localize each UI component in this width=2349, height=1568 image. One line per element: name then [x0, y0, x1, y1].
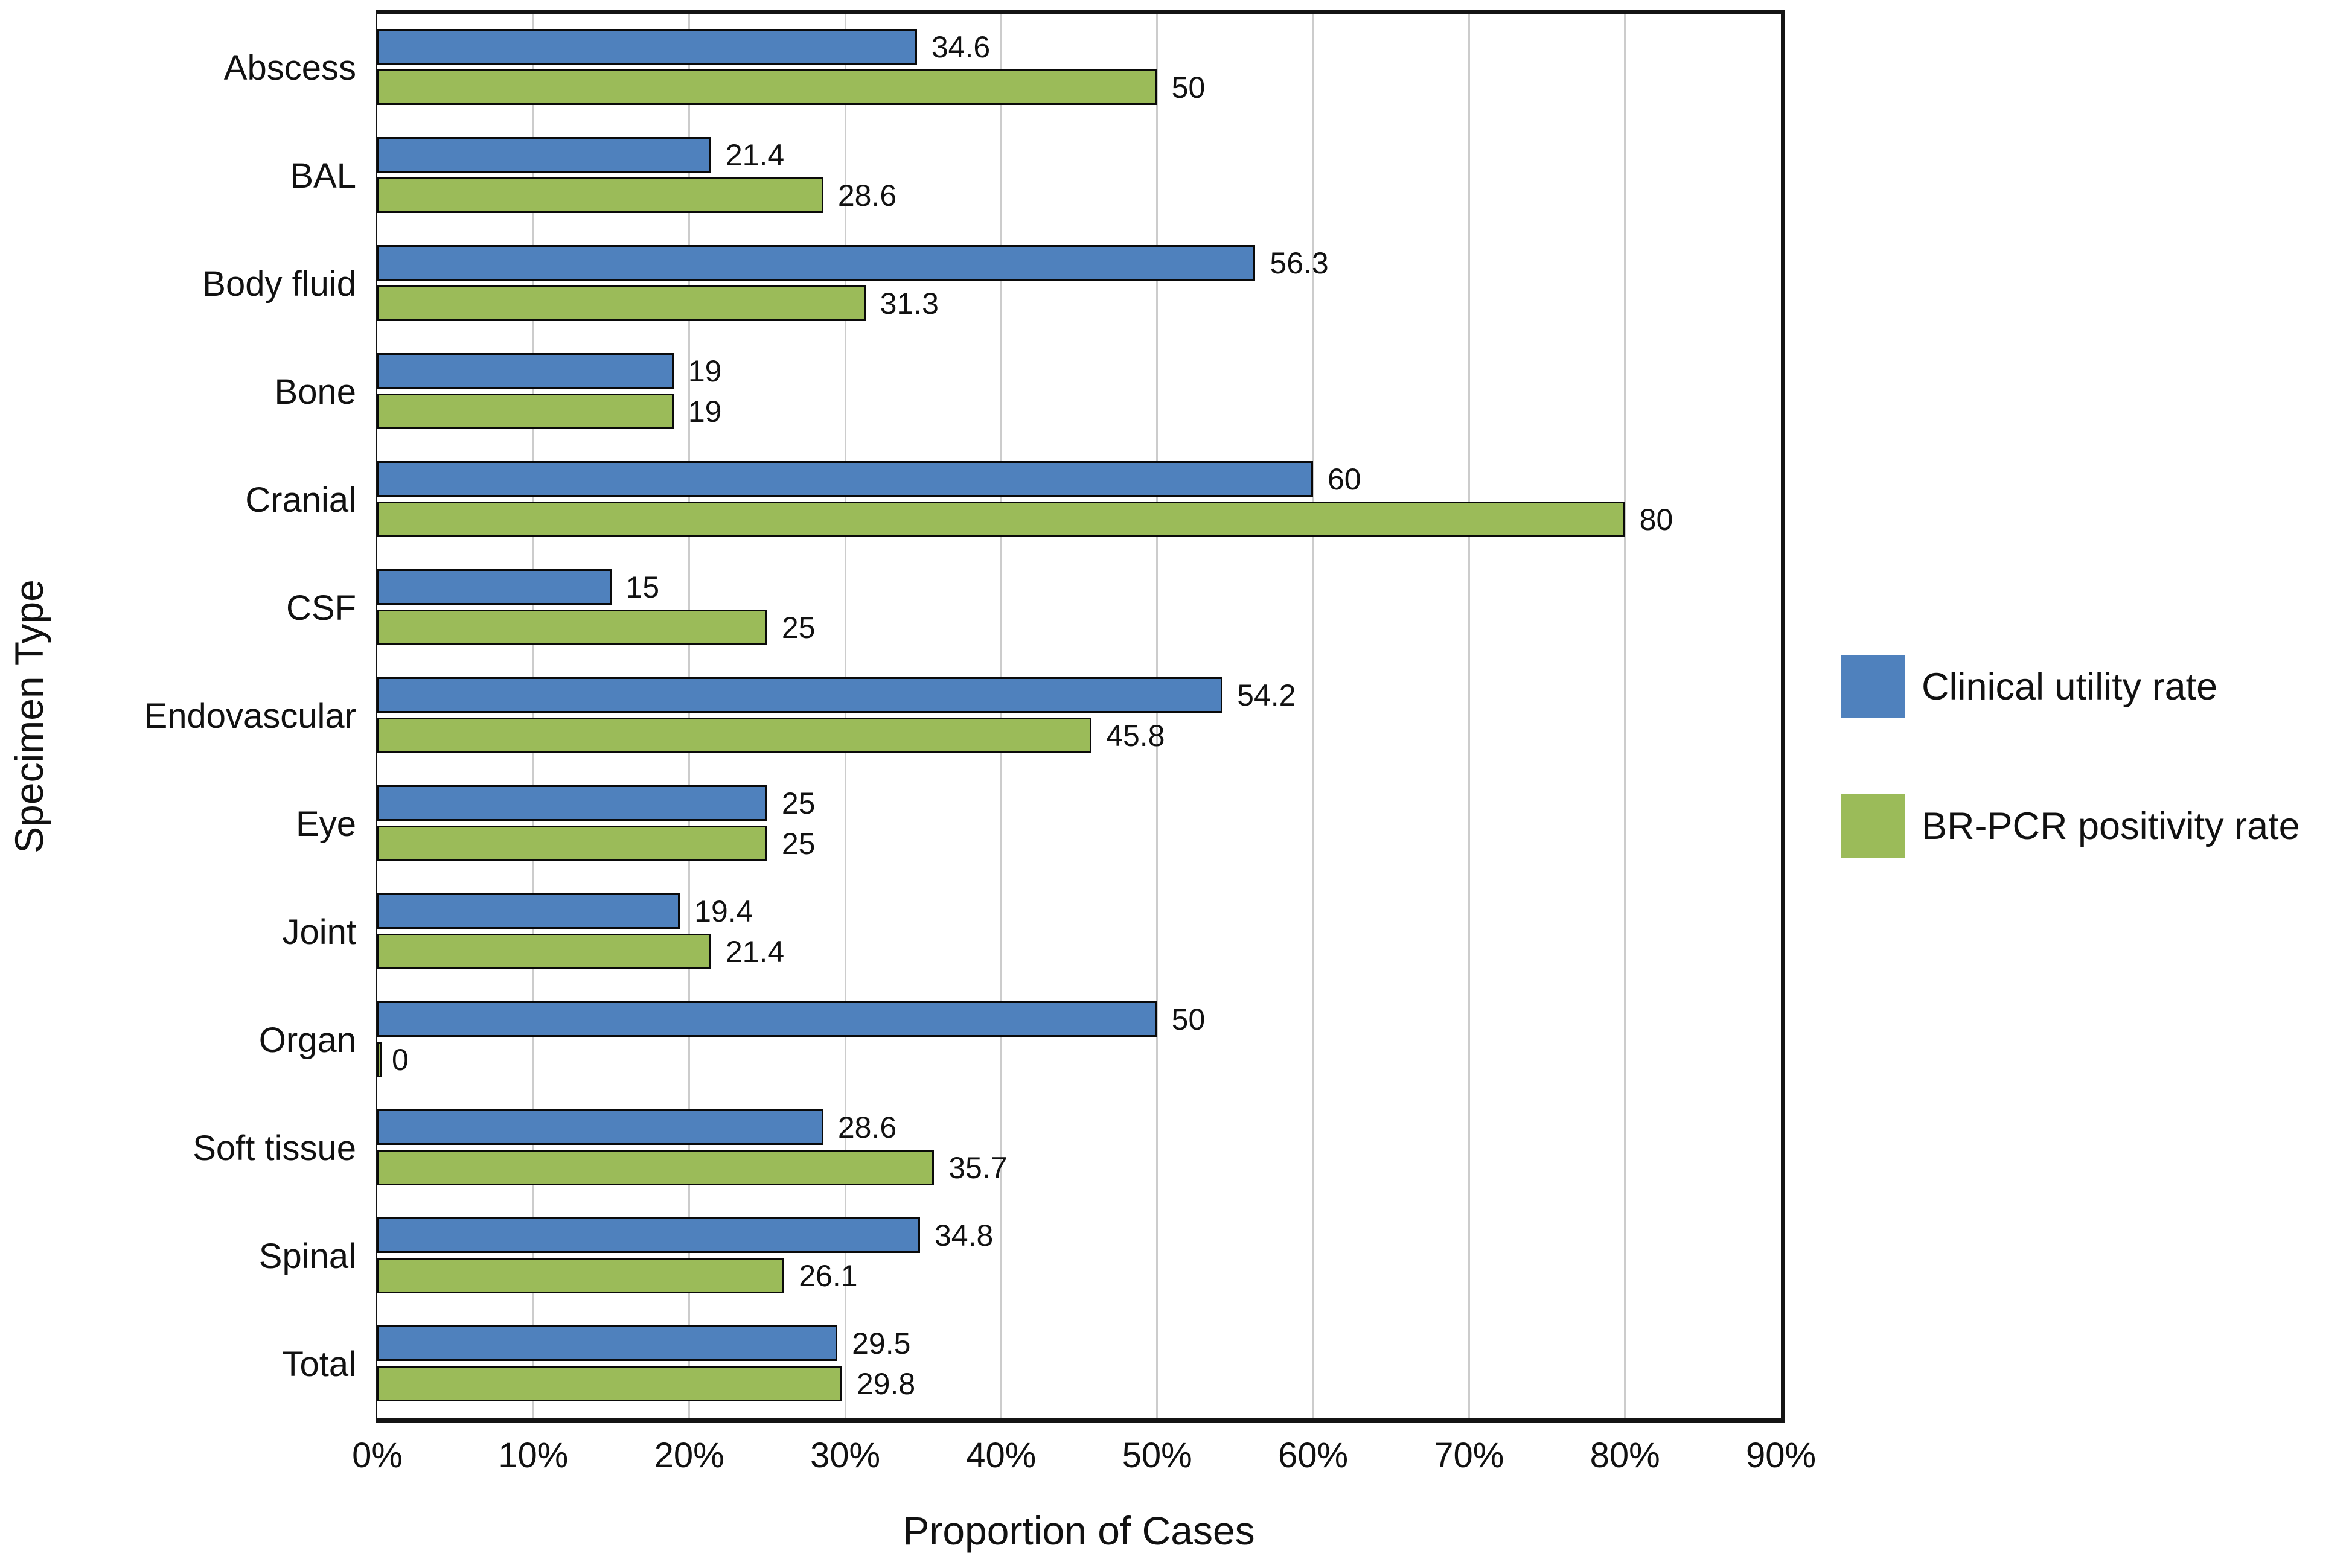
- bar-clinical-utility-rate-organ: [377, 1001, 1157, 1037]
- bar-br-pcr-positivity-rate-abscess: [377, 69, 1157, 105]
- bar-br-pcr-positivity-rate-total: [377, 1366, 842, 1401]
- bar-clinical-utility-rate-csf: [377, 569, 612, 605]
- bar-value-label-clinical-utility-rate-organ: 50: [1171, 1002, 1206, 1036]
- category-label-soft-tissue: Soft tissue: [193, 1129, 356, 1168]
- category-label-joint: Joint: [282, 913, 356, 952]
- bar-br-pcr-positivity-rate-cranial: [377, 502, 1625, 537]
- bar-value-label-br-pcr-positivity-rate-organ: 0: [392, 1042, 409, 1077]
- bar-value-label-br-pcr-positivity-rate-bal: 28.6: [837, 178, 897, 212]
- bar-br-pcr-positivity-rate-body-fluid: [377, 285, 866, 321]
- gridline-40%: [1000, 14, 1002, 1418]
- bar-clinical-utility-rate-soft-tissue: [377, 1109, 823, 1145]
- bar-br-pcr-positivity-rate-eye: [377, 826, 767, 861]
- bar-value-label-clinical-utility-rate-cranial: 60: [1328, 462, 1361, 496]
- x-tick-label-90%: 90%: [1745, 1436, 1817, 1475]
- bar-value-label-br-pcr-positivity-rate-body-fluid: 31.3: [880, 286, 939, 320]
- bar-br-pcr-positivity-rate-bone: [377, 394, 674, 429]
- category-label-cranial: Cranial: [245, 480, 356, 520]
- gridline-20%: [688, 14, 691, 1418]
- bar-br-pcr-positivity-rate-spinal: [377, 1258, 784, 1293]
- bar-value-label-clinical-utility-rate-soft-tissue: 28.6: [837, 1110, 897, 1144]
- bar-clinical-utility-rate-cranial: [377, 461, 1313, 497]
- bar-value-label-br-pcr-positivity-rate-eye: 25: [781, 826, 816, 861]
- legend-label-br-pcr-positivity-rate: BR-PCR positivity rate: [1922, 805, 2300, 847]
- bar-br-pcr-positivity-rate-csf: [377, 610, 767, 645]
- legend-swatch-clinical-utility-rate: [1841, 655, 1905, 718]
- x-tick-label-30%: 30%: [810, 1436, 881, 1475]
- bar-clinical-utility-rate-bone: [377, 353, 674, 389]
- bar-value-label-clinical-utility-rate-body-fluid: 56.3: [1270, 246, 1329, 280]
- bar-value-label-br-pcr-positivity-rate-csf: 25: [781, 610, 816, 645]
- bar-clinical-utility-rate-spinal: [377, 1217, 920, 1253]
- bar-value-label-br-pcr-positivity-rate-joint: 21.4: [725, 934, 785, 969]
- bar-clinical-utility-rate-bal: [377, 137, 711, 173]
- category-label-endovascular: Endovascular: [144, 696, 356, 736]
- bar-value-label-br-pcr-positivity-rate-cranial: 80: [1639, 502, 1673, 537]
- category-label-body-fluid: Body fluid: [202, 264, 356, 304]
- bar-value-label-clinical-utility-rate-abscess: 34.6: [931, 30, 991, 64]
- category-label-eye: Eye: [296, 805, 356, 844]
- gridline-10%: [532, 14, 534, 1418]
- category-label-bone: Bone: [274, 372, 356, 412]
- legend-label-clinical-utility-rate: Clinical utility rate: [1922, 665, 2218, 708]
- legend-swatch-br-pcr-positivity-rate: [1841, 794, 1905, 858]
- bar-br-pcr-positivity-rate-bal: [377, 177, 823, 213]
- gridline-70%: [1468, 14, 1470, 1418]
- gridline-80%: [1624, 14, 1626, 1418]
- legend-item-clinical-utility-rate: Clinical utility rate: [1841, 655, 2300, 718]
- category-label-spinal: Spinal: [258, 1237, 356, 1276]
- bar-value-label-br-pcr-positivity-rate-bone: 19: [688, 394, 722, 429]
- bar-value-label-clinical-utility-rate-bone: 19: [688, 354, 722, 388]
- x-tick-label-40%: 40%: [966, 1436, 1037, 1475]
- bar-clinical-utility-rate-joint: [377, 893, 680, 929]
- bar-value-label-clinical-utility-rate-joint: 19.4: [694, 894, 753, 928]
- x-axis-title: Proportion of Cases: [903, 1508, 1255, 1553]
- bar-value-label-br-pcr-positivity-rate-spinal: 26.1: [799, 1258, 858, 1293]
- plot-area: [376, 10, 1785, 1423]
- bar-value-label-br-pcr-positivity-rate-endovascular: 45.8: [1106, 718, 1165, 753]
- gridline-60%: [1312, 14, 1314, 1418]
- gridline-30%: [844, 14, 846, 1418]
- category-label-abscess: Abscess: [223, 48, 356, 88]
- legend-item-br-pcr-positivity-rate: BR-PCR positivity rate: [1841, 794, 2300, 858]
- x-tick-label-10%: 10%: [498, 1436, 569, 1475]
- bar-br-pcr-positivity-rate-organ: [377, 1042, 382, 1077]
- bar-value-label-clinical-utility-rate-eye: 25: [781, 786, 816, 820]
- bar-br-pcr-positivity-rate-joint: [377, 934, 711, 969]
- bar-clinical-utility-rate-total: [377, 1325, 837, 1361]
- gridline-50%: [1156, 14, 1159, 1418]
- bar-value-label-br-pcr-positivity-rate-soft-tissue: 35.7: [948, 1150, 1008, 1185]
- bar-value-label-clinical-utility-rate-endovascular: 54.2: [1237, 678, 1296, 712]
- x-tick-label-20%: 20%: [654, 1436, 724, 1475]
- x-tick-label-70%: 70%: [1434, 1436, 1504, 1475]
- bar-clinical-utility-rate-abscess: [377, 29, 917, 65]
- category-label-total: Total: [282, 1345, 356, 1384]
- bar-value-label-clinical-utility-rate-bal: 21.4: [725, 138, 785, 172]
- bar-clinical-utility-rate-eye: [377, 785, 767, 821]
- category-label-organ: Organ: [258, 1021, 356, 1060]
- bar-br-pcr-positivity-rate-endovascular: [377, 718, 1091, 753]
- category-label-csf: CSF: [286, 588, 356, 628]
- x-tick-label-60%: 60%: [1277, 1436, 1349, 1475]
- x-tick-label-50%: 50%: [1122, 1436, 1192, 1475]
- bar-br-pcr-positivity-rate-soft-tissue: [377, 1150, 934, 1185]
- bar-value-label-clinical-utility-rate-spinal: 34.8: [935, 1218, 994, 1252]
- bar-value-label-clinical-utility-rate-total: 29.5: [852, 1326, 911, 1360]
- bar-value-label-br-pcr-positivity-rate-abscess: 50: [1171, 70, 1206, 104]
- legend: Clinical utility rate BR-PCR positivity r…: [1841, 655, 2300, 934]
- x-tick-label-80%: 80%: [1590, 1436, 1660, 1475]
- bar-clinical-utility-rate-endovascular: [377, 677, 1222, 713]
- category-label-bal: BAL: [290, 156, 356, 196]
- bar-value-label-br-pcr-positivity-rate-total: 29.8: [856, 1366, 916, 1401]
- bar-value-label-clinical-utility-rate-csf: 15: [625, 570, 660, 604]
- bar-clinical-utility-rate-body-fluid: [377, 245, 1255, 281]
- x-tick-label-0%: 0%: [352, 1436, 403, 1475]
